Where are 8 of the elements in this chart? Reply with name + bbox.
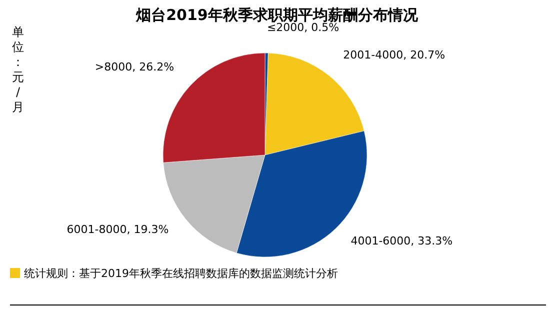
text: 统计规则：基于2019年秋季在线招聘数据库的数据监测统计分析 <box>24 267 338 280</box>
slice-label: 6001-8000, 19.3% <box>66 223 169 236</box>
text: 单位：元/月 <box>12 25 24 114</box>
chart-title: 烟台2019年秋季求职期平均薪酬分布情况 <box>135 6 419 24</box>
slice-label: >8000, 26.2% <box>94 60 174 74</box>
slice-label: 2001-4000, 20.7% <box>343 48 446 62</box>
slice-label: 4001-6000, 33.3% <box>350 234 453 248</box>
slice-label: ≤2000, 0.5% <box>266 21 340 34</box>
